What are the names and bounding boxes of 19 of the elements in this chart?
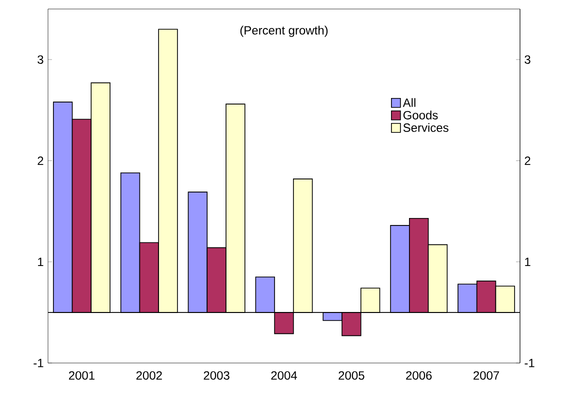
legend-label: Goods: [403, 110, 438, 120]
text: (Percent growth): [240, 26, 328, 37]
x-tick-label: 2003: [204, 371, 230, 380]
x-tick-label: 2005: [338, 371, 364, 380]
x-tick-label: 2002: [136, 371, 162, 380]
x-tick-label: 2007: [474, 371, 500, 380]
x-tick-label: 2004: [271, 371, 297, 380]
y-tick-label: -1: [34, 358, 44, 368]
legend-label: Services: [403, 123, 448, 132]
x-tick-label: 2006: [406, 371, 432, 380]
x-tick-label: 2001: [68, 371, 94, 380]
y-tick-label: 3: [38, 55, 44, 64]
y2-tick-label: 1: [525, 258, 530, 266]
y2-tick-label: 3: [524, 55, 530, 64]
y-tick-label: 2: [38, 156, 44, 165]
y2-tick-label: 2: [524, 156, 530, 165]
y-tick-label: 1: [38, 258, 44, 266]
legend-label: All: [402, 98, 416, 107]
y2-tick-label: -1: [524, 358, 534, 368]
